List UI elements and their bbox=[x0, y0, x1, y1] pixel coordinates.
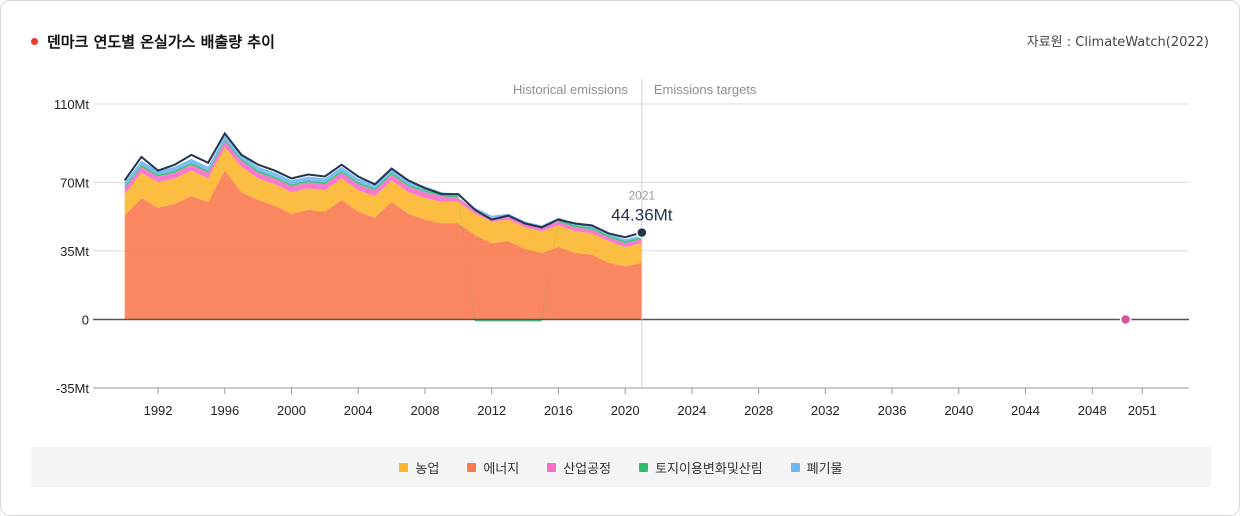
legend-swatch bbox=[399, 462, 409, 472]
legend-label: 토지이용변화및산림 bbox=[655, 461, 763, 477]
legend-item[interactable]: 산업공정 bbox=[547, 458, 611, 477]
x-tick-label: 1992 bbox=[144, 403, 173, 418]
area-농업 bbox=[124, 147, 642, 267]
x-tick-label: 2016 bbox=[544, 403, 573, 418]
data-source: 자료원 : ClimateWatch(2022) bbox=[1026, 35, 1209, 50]
section-label-targets: Emissions targets bbox=[654, 82, 757, 97]
x-tick-label: 2020 bbox=[611, 403, 640, 418]
area-산업공정 bbox=[124, 141, 642, 247]
y-tick-label: 110Mt bbox=[54, 97, 90, 112]
legend-label: 농업 bbox=[415, 461, 440, 477]
highlight-year-label: 2021 bbox=[628, 189, 655, 203]
legend-label: 에너지 bbox=[483, 461, 520, 477]
total-emissions-line bbox=[123, 131, 643, 239]
title-bullet-icon bbox=[31, 38, 38, 45]
legend-swatch bbox=[547, 462, 557, 472]
y-tick-label: 35Mt bbox=[60, 244, 89, 259]
x-tick-label: 2012 bbox=[477, 403, 506, 418]
legend-label: 산업공정 bbox=[563, 461, 612, 477]
x-tick-label: 2040 bbox=[944, 403, 973, 418]
legend-swatch bbox=[467, 462, 477, 472]
y-tick-label: -35Mt bbox=[56, 381, 90, 396]
area-에너지 bbox=[124, 170, 642, 320]
legend-item[interactable]: 토지이용변화및산림 bbox=[639, 458, 763, 477]
section-label-historical: Historical emissions bbox=[513, 82, 628, 97]
legend-swatch bbox=[790, 462, 800, 472]
target-marker-point bbox=[1119, 313, 1132, 326]
x-tick-label: 2036 bbox=[878, 403, 907, 418]
legend-item[interactable]: 농업 bbox=[399, 458, 439, 477]
chart-header: 덴마크 연도별 온실가스 배출량 추이 bbox=[31, 31, 275, 52]
x-tick-label: 2024 bbox=[677, 403, 706, 418]
y-tick-label: 70Mt bbox=[60, 175, 89, 190]
x-tick-label: 2000 bbox=[277, 403, 306, 418]
x-tick-label: 2032 bbox=[811, 403, 840, 418]
x-tick-label: 1996 bbox=[210, 403, 239, 418]
legend-swatch bbox=[639, 462, 649, 472]
legend-label: 폐기물 bbox=[806, 461, 843, 477]
x-tick-label: 2048 bbox=[1078, 403, 1107, 418]
x-tick-label: 2051 bbox=[1128, 403, 1157, 418]
highlight-value-label: 44.36Mt bbox=[611, 206, 673, 225]
x-tick-label: 2008 bbox=[411, 403, 440, 418]
highlight-point bbox=[636, 226, 648, 239]
legend-item[interactable]: 폐기물 bbox=[790, 458, 843, 477]
x-tick-label: 2004 bbox=[344, 403, 373, 418]
chart-title: 덴마크 연도별 온실가스 배출량 추이 bbox=[47, 33, 275, 51]
x-tick-label: 2028 bbox=[744, 403, 773, 418]
emissions-area-chart[interactable]: 110Mt 70Mt 35Mt 0 -35Mt Historical emissions E… bbox=[1, 1, 1240, 447]
legend-item[interactable]: 에너지 bbox=[467, 458, 519, 477]
chart-legend: 농업 에너지 산업공정 토지이용변화및산림 폐기물 bbox=[31, 447, 1211, 487]
x-tick-label: 2044 bbox=[1011, 403, 1040, 418]
y-tick-label: 0 bbox=[82, 312, 89, 327]
